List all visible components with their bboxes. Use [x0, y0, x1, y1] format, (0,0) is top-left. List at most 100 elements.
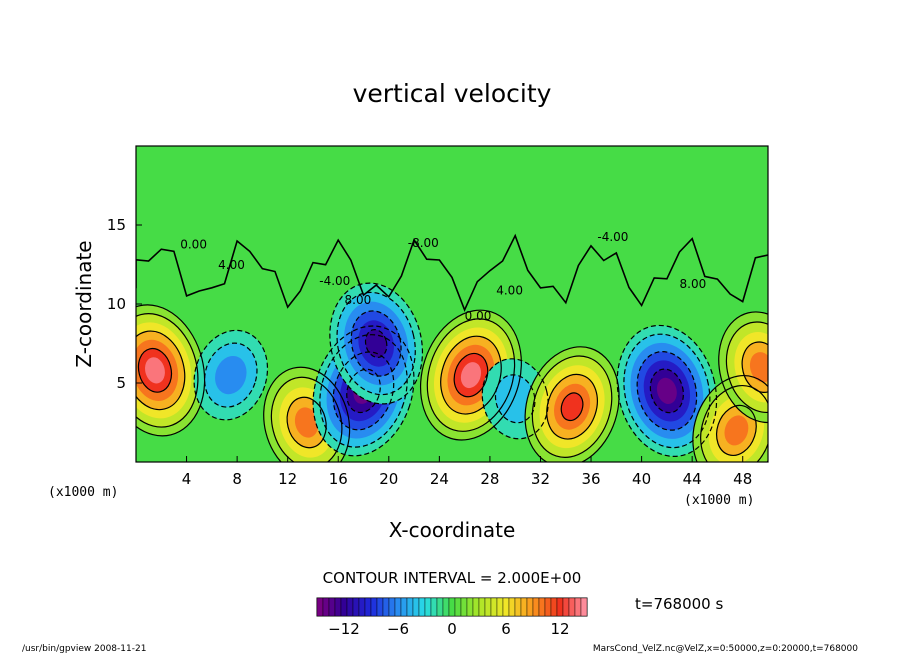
contour-line [193, 329, 269, 421]
colorbar-cell [370, 597, 378, 617]
colorbar-cell [526, 597, 534, 617]
contour-label: 4.00 [496, 284, 523, 298]
contour-label: -4.00 [597, 230, 628, 244]
colorbar-cell [448, 597, 456, 617]
cell-band [724, 415, 749, 446]
colorbar-cell [394, 597, 402, 617]
contour-label: 0.00 [465, 309, 492, 323]
colorbar-cell [550, 597, 558, 617]
colorbar-cell [514, 597, 522, 617]
colorbar-cell [328, 597, 336, 617]
contour-line [329, 282, 424, 405]
contour-line [560, 392, 584, 422]
y-axis-label: Z-coordinate [72, 240, 96, 367]
cell-band [294, 407, 319, 438]
cell-2 [263, 367, 350, 462]
colorbar-cell [418, 597, 426, 617]
colorbar-cell [580, 597, 588, 617]
colorbar-cell [478, 597, 486, 617]
contour-label: -4.00 [319, 274, 350, 288]
colorbar-cell [532, 597, 540, 617]
colorbar-cell [364, 597, 372, 617]
colorbar-cell [490, 597, 498, 617]
colorbar-cell [466, 597, 474, 617]
contour-line [419, 309, 522, 441]
contour-line [700, 384, 768, 462]
contour-line [531, 355, 613, 458]
contour-line [136, 330, 186, 411]
y-tick-label: 10 [107, 295, 126, 313]
contour-line [286, 396, 327, 449]
colorbar-cell [544, 597, 552, 617]
contour-line [692, 374, 768, 462]
footer-left: /usr/bin/gpview 2008-11-21 [22, 644, 146, 654]
colorbar-cell [508, 597, 516, 617]
contour-line [426, 318, 516, 432]
colorbar-cell [358, 597, 366, 617]
contour-label: 0.00 [180, 238, 207, 252]
colorbar-cell [412, 597, 420, 617]
contour-line [481, 358, 549, 440]
colorbar-cell [502, 597, 510, 617]
contour-line [524, 346, 620, 462]
x-tick-label: 20 [379, 470, 398, 488]
x-unit-label: (x1000 m) [48, 485, 118, 500]
x-tick-label: 32 [531, 470, 550, 488]
cell-band [656, 377, 677, 405]
colorbar-cell [316, 597, 324, 617]
contour-line [453, 352, 489, 398]
contour-line [312, 325, 415, 457]
colorbar-tick-label: 6 [501, 620, 511, 638]
contour-line [204, 342, 258, 408]
time-label: t=768000 s [635, 595, 723, 613]
x-tick-label: 44 [683, 470, 702, 488]
footer-right: MarsCond_VelZ.nc@VelZ,x=0:50000,z=0:2000… [593, 644, 858, 654]
cell-10 [718, 311, 768, 423]
colorbar-cell [538, 597, 546, 617]
contour-line [718, 311, 768, 424]
colorbar-cell [556, 597, 564, 617]
colorbar-cell [454, 597, 462, 617]
colorbar-cell [562, 597, 570, 617]
colorbar-cell [520, 597, 528, 617]
contour-line [546, 373, 598, 440]
cell-0 [136, 304, 205, 436]
contour-line [616, 324, 718, 457]
colorbar-cell [400, 597, 408, 617]
x-axis-label: X-coordinate [389, 518, 516, 542]
chart-title: vertical velocity [353, 79, 552, 108]
colorbar-tick-label: 12 [550, 620, 569, 638]
colorbar-cell [352, 597, 360, 617]
y-tick-label: 5 [116, 374, 126, 392]
zero-contour [136, 233, 768, 312]
colorbar-tick-label: 0 [447, 620, 457, 638]
contour-line [136, 304, 206, 437]
colorbar-cell [334, 597, 342, 617]
contour-label: 4.00 [218, 258, 245, 272]
contour-label: 8.00 [680, 277, 707, 291]
colorbar-cell [442, 597, 450, 617]
contour-line [350, 310, 402, 377]
colorbar-cell [322, 597, 330, 617]
contour-interval-label: CONTOUR INTERVAL = 2.000E+00 [323, 569, 582, 587]
contour-line [636, 351, 698, 431]
plot-field [136, 146, 768, 462]
contour-line [263, 366, 351, 462]
colorbar-cell [436, 597, 444, 617]
colorbar-cell [388, 597, 396, 617]
contour-line [494, 374, 536, 424]
contour-label: 8.00 [345, 293, 372, 307]
colorbar-cell [472, 597, 480, 617]
cell-1 [194, 330, 268, 420]
x-tick-label: 36 [581, 470, 600, 488]
contour-label: -8.00 [408, 236, 439, 250]
colorbar-cell [568, 597, 576, 617]
contour-line [270, 376, 343, 462]
colorbar-cell [382, 597, 390, 617]
contour-line [725, 321, 768, 414]
cell-band [215, 355, 247, 395]
x-tick-label: 16 [329, 470, 348, 488]
x-tick-label: 28 [480, 470, 499, 488]
colorbar-cell [460, 597, 468, 617]
